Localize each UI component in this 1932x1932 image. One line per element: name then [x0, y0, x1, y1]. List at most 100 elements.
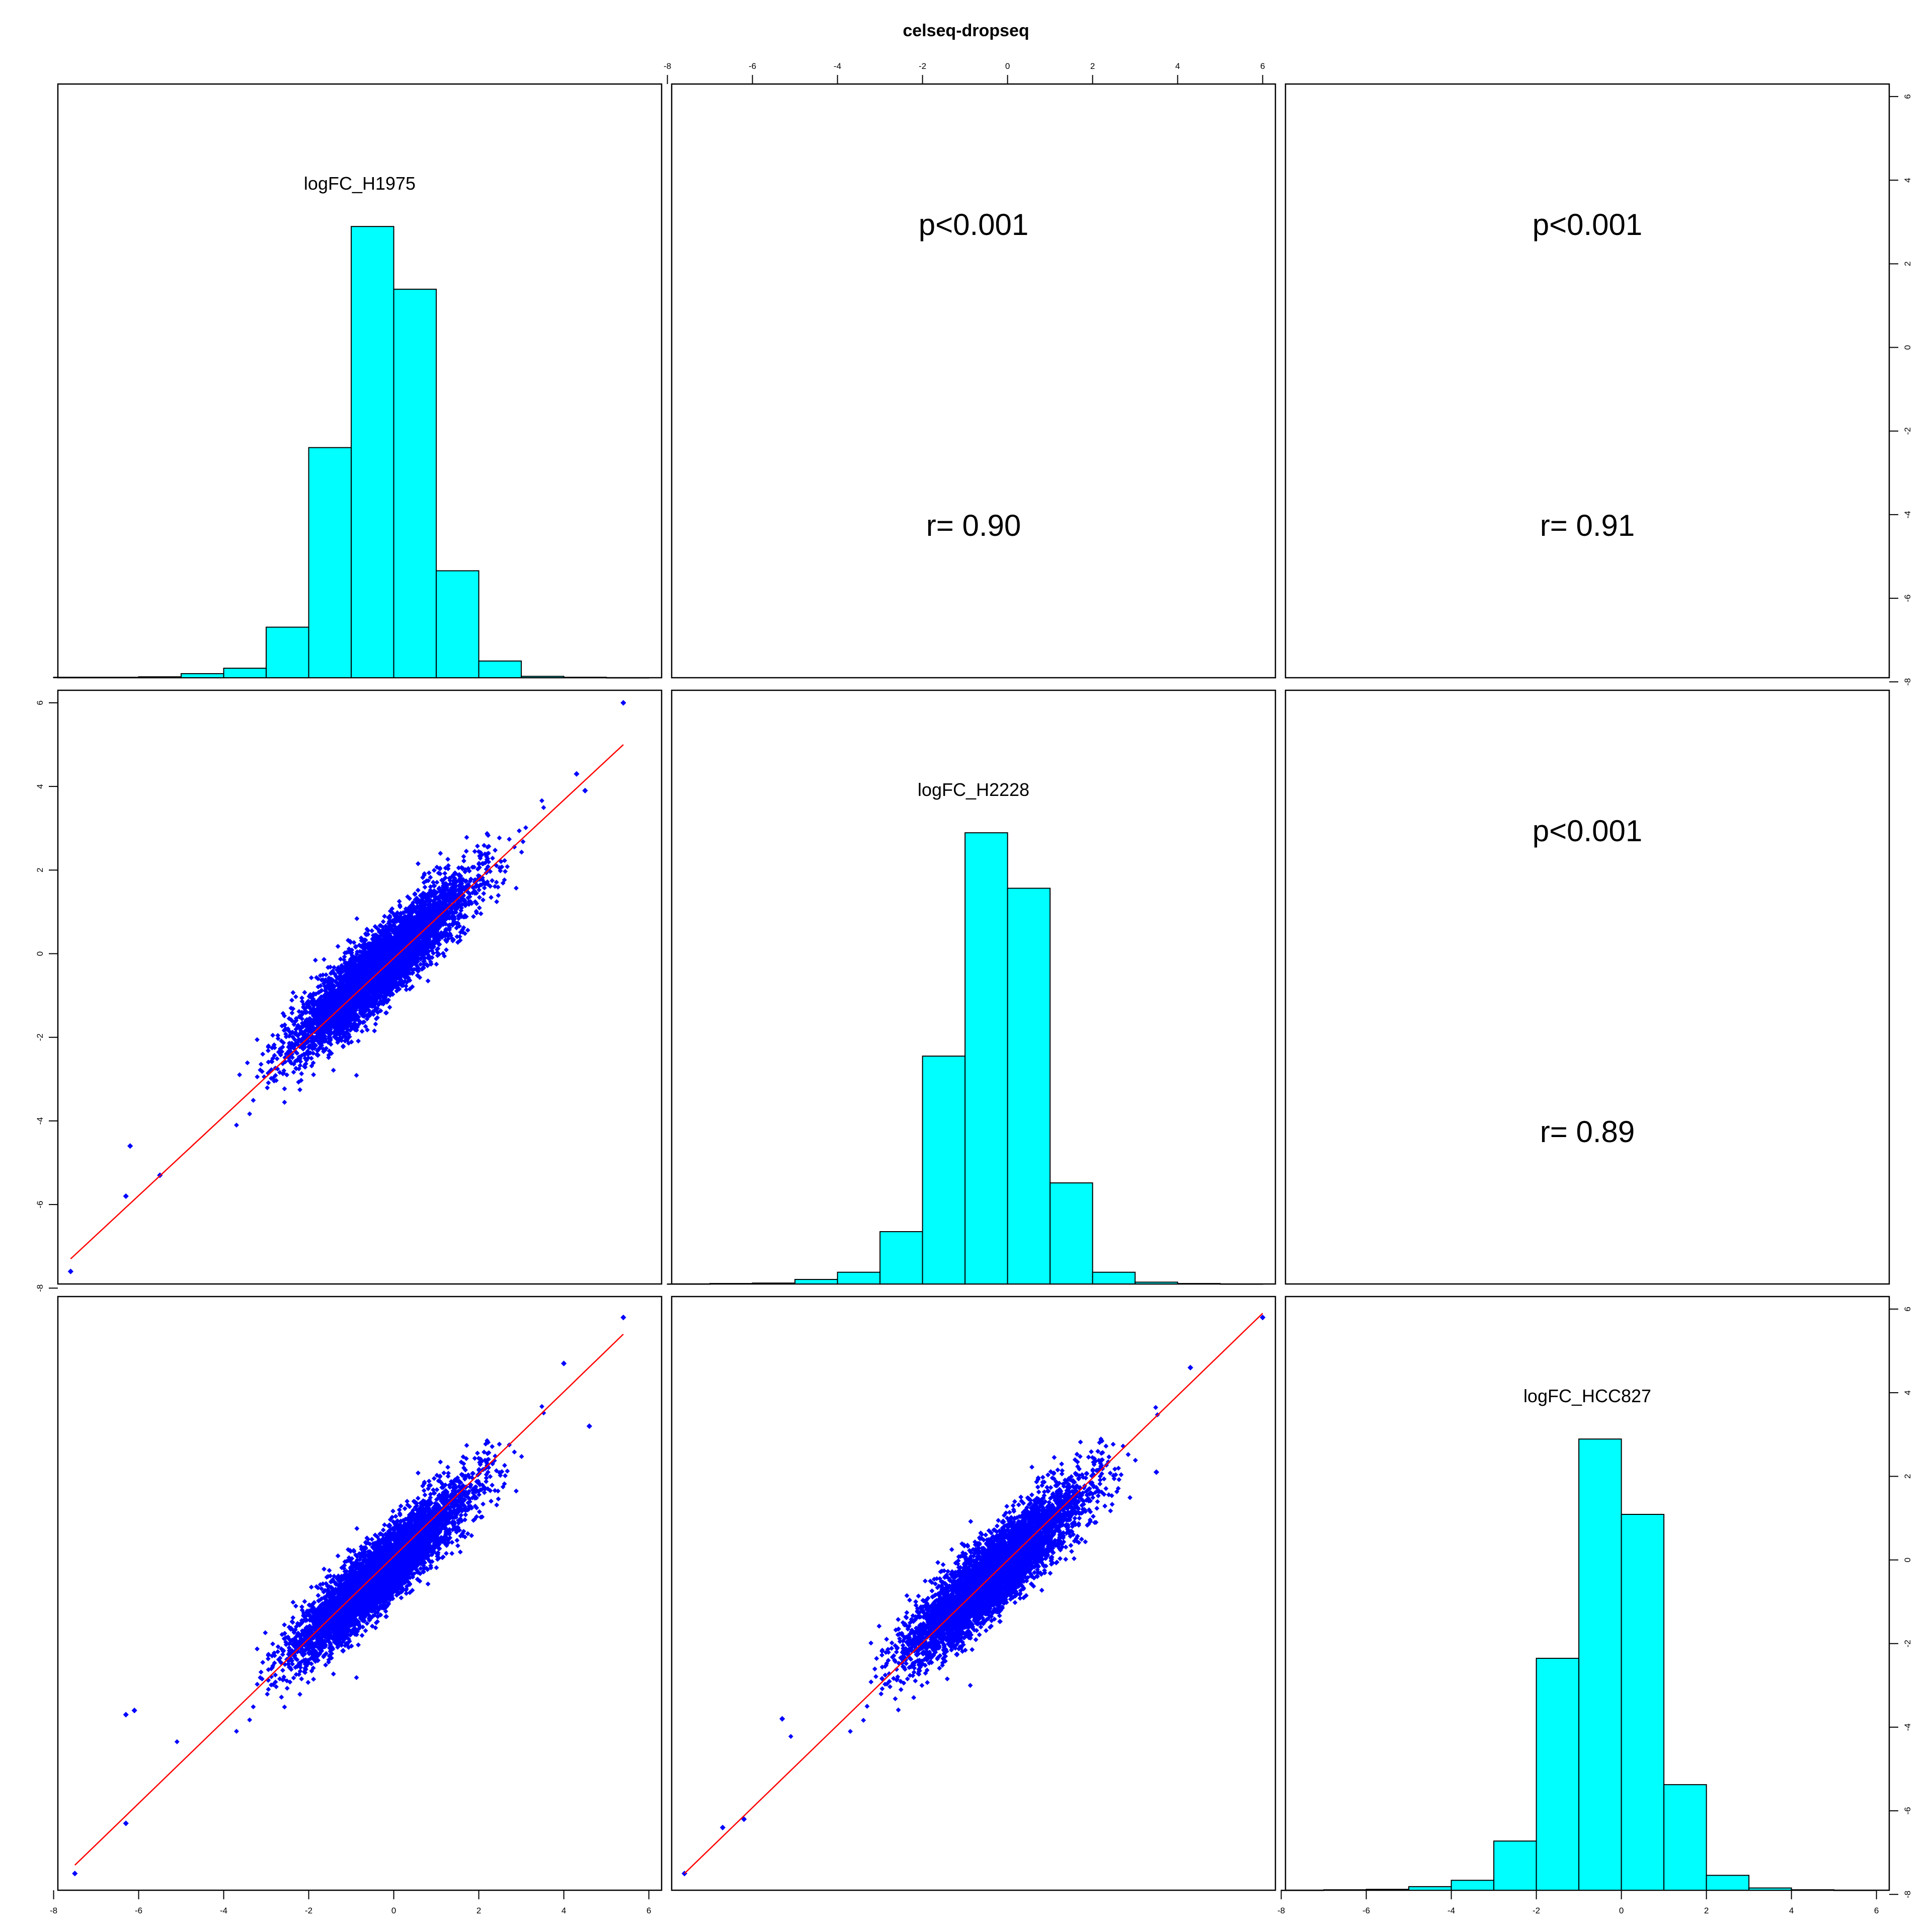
- data-point: [341, 1044, 346, 1050]
- histogram-bar: [394, 289, 437, 678]
- data-point: [247, 1111, 252, 1116]
- data-point: [494, 899, 499, 904]
- data-point: [297, 1087, 302, 1092]
- data-point: [507, 837, 512, 842]
- data-point: [438, 851, 443, 856]
- data-point: [464, 849, 469, 854]
- data-point: [461, 858, 466, 863]
- data-point: [426, 979, 431, 984]
- data-point: [313, 958, 318, 963]
- data-point: [387, 1005, 392, 1010]
- data-point: [444, 947, 449, 952]
- data-point: [354, 1073, 359, 1078]
- data-point: [471, 914, 476, 919]
- data-point: [336, 944, 341, 949]
- histogram-bar: [351, 226, 394, 678]
- histogram-bar: [479, 661, 522, 678]
- data-point: [494, 880, 499, 885]
- data-point: [476, 862, 481, 867]
- histogram-bar: [96, 677, 139, 678]
- correlation-text: r= 0.90: [926, 509, 1021, 542]
- panel-r1-c0: [58, 690, 662, 1284]
- histogram-bar: [224, 668, 267, 678]
- data-point: [289, 1010, 294, 1015]
- data-point: [302, 990, 307, 995]
- data-point: [299, 1071, 304, 1076]
- data-point: [454, 934, 459, 939]
- data-point: [490, 878, 495, 883]
- data-point: [331, 1068, 336, 1073]
- data-point: [517, 828, 522, 833]
- data-point: [427, 870, 432, 875]
- data-point: [382, 914, 387, 919]
- data-point: [502, 858, 507, 863]
- data-point: [503, 869, 508, 874]
- data-point: [464, 835, 469, 840]
- data-point: [293, 994, 298, 999]
- data-point: [497, 835, 502, 840]
- data-point: [541, 805, 546, 810]
- data-point: [480, 898, 486, 903]
- variable-label: logFC_H1975: [304, 173, 416, 194]
- data-point: [442, 871, 447, 876]
- panel-r0-c0: logFC_H1975: [54, 84, 662, 678]
- histogram-bar: [54, 677, 97, 678]
- panel-frame: [1285, 84, 1889, 678]
- data-point: [237, 1072, 242, 1077]
- data-point: [354, 916, 359, 921]
- histogram-bar: [181, 674, 224, 678]
- data-point: [384, 1010, 389, 1015]
- data-point: [309, 1056, 314, 1061]
- data-point: [265, 1085, 270, 1090]
- data-point: [266, 1080, 271, 1085]
- data-point: [477, 905, 482, 910]
- chart-title: celseq-dropseq: [903, 21, 1029, 40]
- data-point: [493, 848, 498, 853]
- data-point: [255, 1037, 260, 1042]
- data-point: [299, 996, 304, 1001]
- data-point: [270, 1033, 275, 1038]
- panel-r0-c2: p<0.001 r= 0.91: [1285, 84, 1889, 678]
- data-point: [360, 1029, 365, 1034]
- data-point: [309, 975, 314, 980]
- data-point: [397, 899, 402, 904]
- data-point: [282, 1086, 287, 1091]
- data-point: [413, 891, 418, 896]
- panel-r0-c1: p<0.001 r= 0.90: [672, 84, 1275, 678]
- data-point: [477, 895, 482, 900]
- data-point: [539, 798, 544, 803]
- data-point: [445, 857, 450, 862]
- data-point: [496, 893, 501, 898]
- correlation-text: r= 0.91: [1540, 509, 1635, 542]
- data-point: [372, 1028, 377, 1033]
- data-point: [260, 1052, 265, 1057]
- data-point: [289, 998, 294, 1003]
- data-point: [259, 1062, 264, 1067]
- data-point: [519, 850, 524, 855]
- data-point: [356, 1038, 361, 1043]
- scatter-points: [68, 700, 626, 1274]
- histogram-bar: [266, 627, 309, 678]
- histogram-bar: [436, 571, 479, 678]
- panel-frame: [672, 84, 1275, 678]
- data-point: [291, 990, 296, 995]
- data-point: [251, 1098, 256, 1103]
- data-point: [416, 888, 421, 893]
- histogram-bar: [309, 448, 352, 678]
- data-point: [461, 854, 466, 859]
- data-point: [434, 962, 439, 967]
- data-point: [523, 825, 528, 830]
- data-point: [245, 1060, 250, 1065]
- data-point: [416, 861, 421, 866]
- histogram-bar: [564, 677, 607, 678]
- data-point: [423, 884, 428, 890]
- data-point: [505, 864, 510, 869]
- histogram-bar: [139, 677, 182, 678]
- data-point: [489, 895, 494, 900]
- data-point: [490, 856, 495, 861]
- data-point: [381, 919, 386, 924]
- p-value-text: p<0.001: [919, 208, 1029, 242]
- p-value-text: p<0.001: [1533, 208, 1643, 242]
